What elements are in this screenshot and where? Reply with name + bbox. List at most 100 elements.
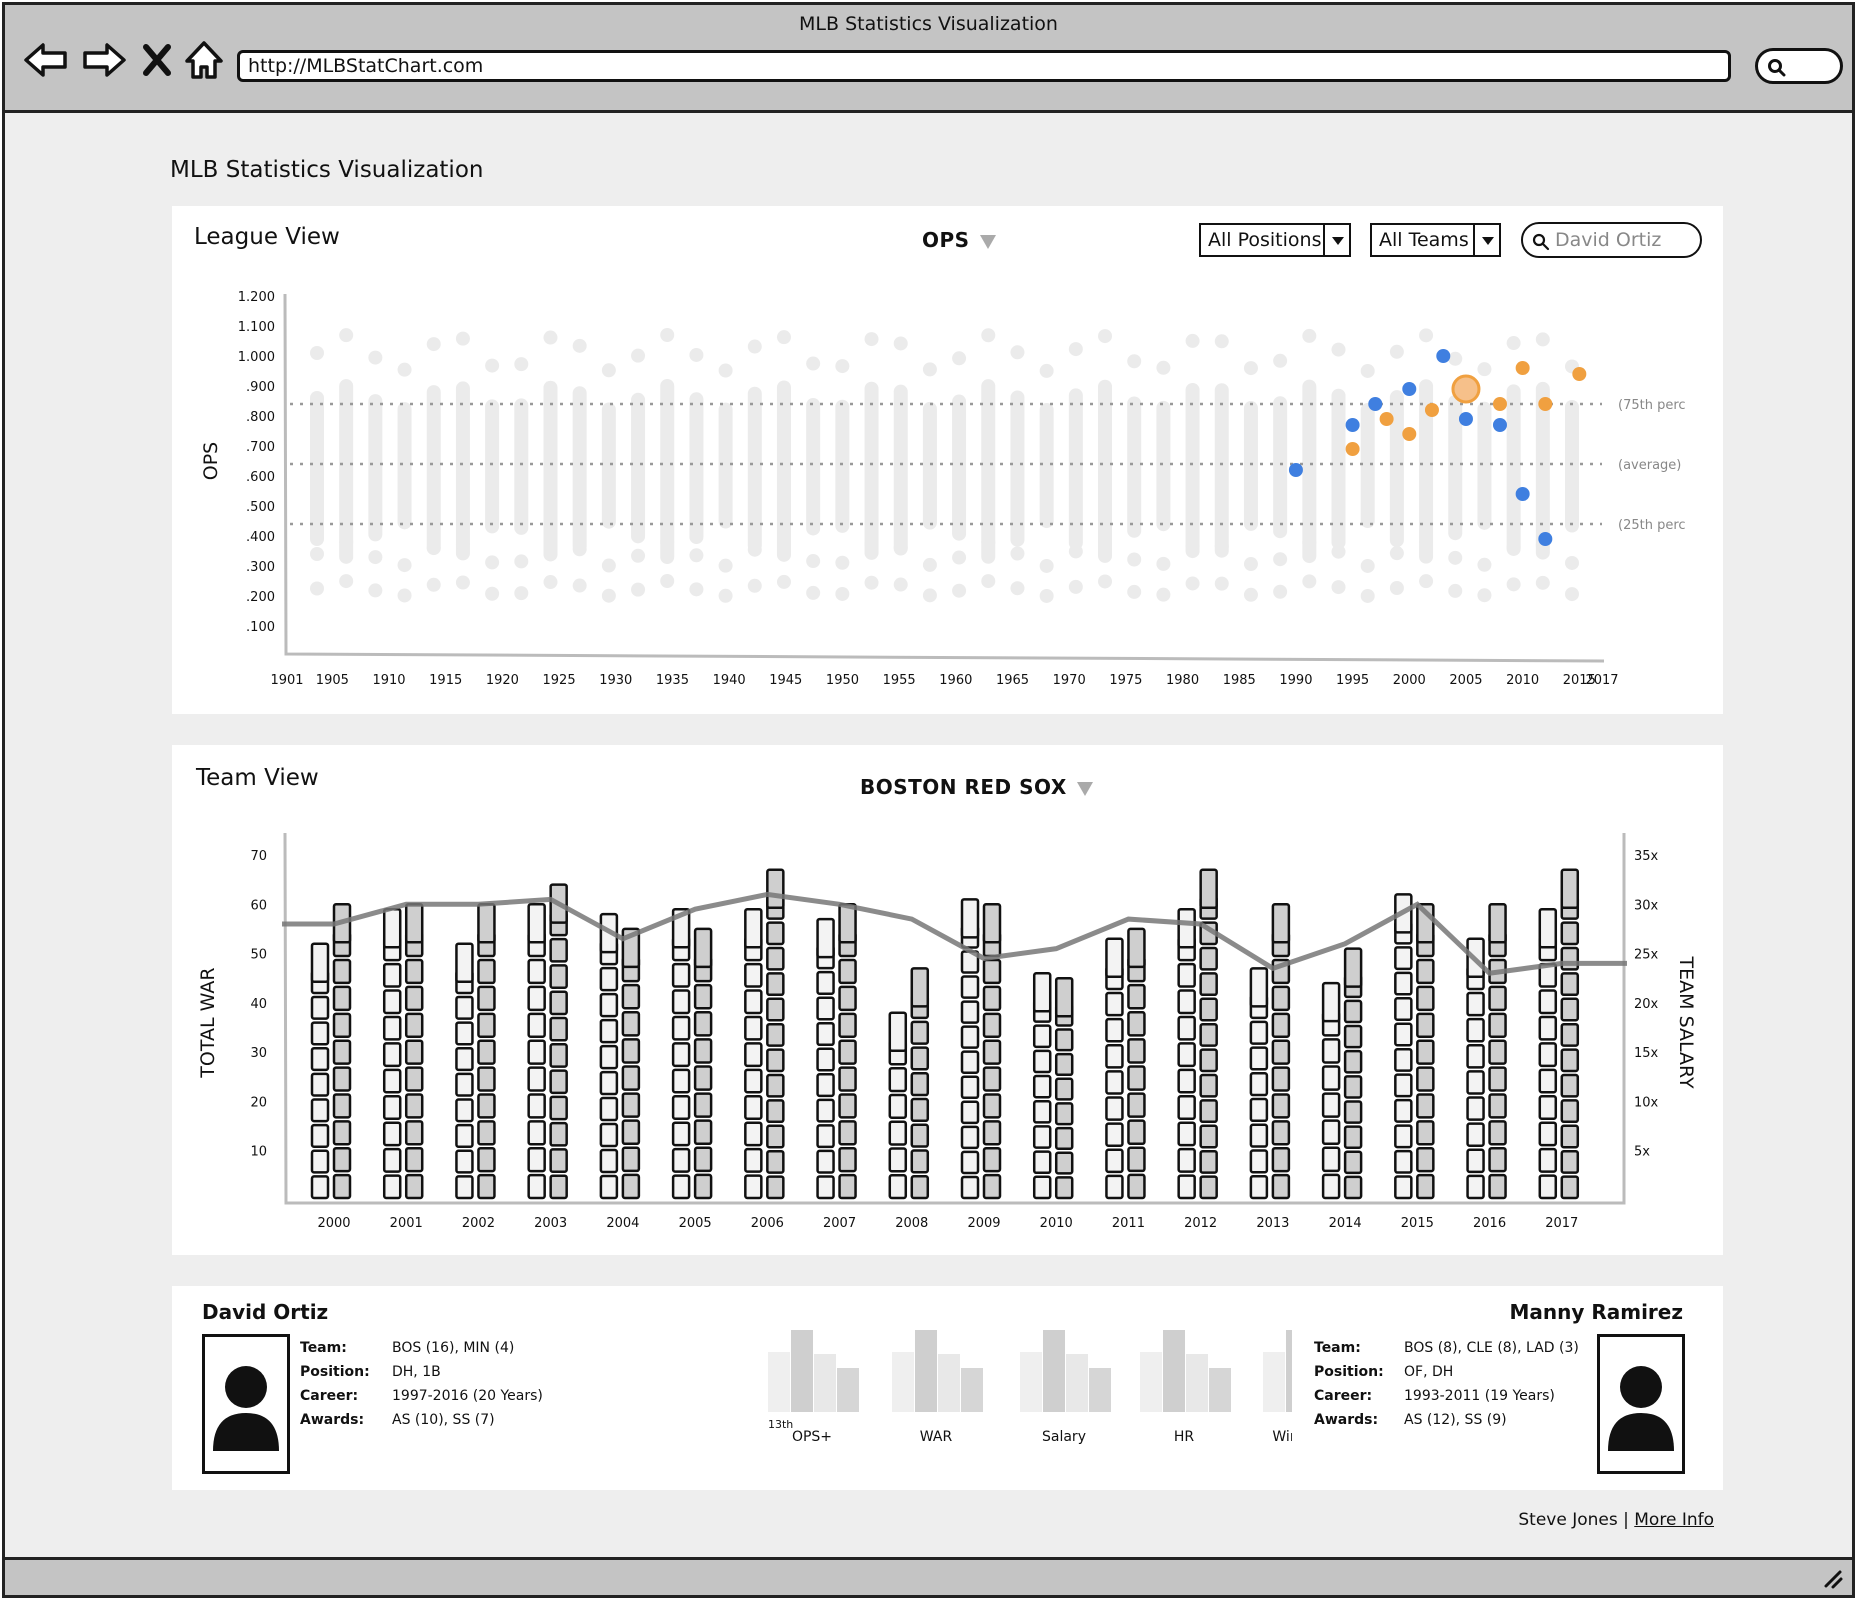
right-player-avatar (1597, 1334, 1685, 1474)
more-info-link[interactable]: More Info (1634, 1510, 1714, 1530)
bar-segment (1394, 1047, 1413, 1072)
bar-segment (382, 962, 402, 988)
bar-segment (1249, 1175, 1269, 1200)
bar-segment (599, 966, 619, 992)
distribution-dot (1535, 332, 1550, 347)
distribution-dot (1010, 345, 1025, 360)
stop-icon[interactable] (141, 37, 173, 83)
browser-titlebar: MLB Statistics Visualization http://MLBS… (5, 5, 1852, 113)
comparison-bar (837, 1368, 859, 1412)
x-tick-label: 1910 (372, 673, 405, 688)
bar-segment (455, 1175, 474, 1200)
salary-line (282, 891, 1627, 976)
browser-search-box[interactable] (1755, 48, 1843, 84)
bar-segment (1177, 1174, 1196, 1200)
x-tick-label: 2005 (1449, 673, 1482, 688)
info-value: BOS (8), CLE (8), LAD (3) (1404, 1340, 1579, 1356)
bar-segment (693, 1092, 713, 1118)
forward-arrow-icon[interactable] (81, 37, 127, 83)
distribution-dot (747, 339, 762, 354)
bar-segment (477, 1012, 496, 1038)
chevron-down-icon[interactable] (1473, 225, 1499, 255)
page-title: MLB Statistics Visualization (170, 157, 484, 183)
distribution-dot (1273, 584, 1288, 599)
bar-segment (527, 1146, 546, 1173)
distribution-dot (1302, 574, 1317, 589)
x-tick-label: 2004 (606, 1216, 639, 1231)
data-point (1515, 361, 1530, 375)
bar-segment (816, 1149, 835, 1174)
bar-segment (960, 975, 980, 999)
comparison-bar (915, 1330, 937, 1412)
y2-tick-label: 5x (1634, 1145, 1650, 1160)
address-bar[interactable]: http://MLBStatChart.com (237, 50, 1731, 82)
bar-segment (744, 1147, 763, 1173)
comparison-category-label: Salary (1042, 1429, 1086, 1445)
bar-segment (455, 1046, 474, 1072)
comparison-category-label: HR (1174, 1429, 1195, 1445)
bar-segment (960, 1075, 980, 1100)
distribution-dot (1039, 363, 1054, 378)
distribution-dot (952, 583, 967, 598)
bar-segment (960, 1100, 980, 1125)
distribution-dot (1477, 557, 1492, 572)
data-point (1402, 427, 1417, 441)
bar-segment (1560, 1073, 1580, 1098)
distribution-dot (1565, 359, 1579, 374)
bar-segment (1416, 1039, 1435, 1065)
dropdown-triangle-icon (1076, 781, 1093, 796)
bar-segment (599, 1148, 619, 1174)
team-selector[interactable]: BOSTON RED SOX (860, 775, 1093, 799)
bar-segment (404, 1066, 424, 1092)
footer-separator: | (1623, 1510, 1629, 1530)
bar-segment (1560, 1124, 1580, 1149)
distribution-dot (543, 575, 558, 590)
comparison-bar (768, 1352, 790, 1412)
distribution-dot (397, 362, 412, 377)
team-view-title: Team View (196, 765, 319, 791)
y2-tick-label: 20x (1634, 997, 1659, 1012)
bar-segment (1343, 1125, 1363, 1149)
teams-dropdown[interactable]: All Teams (1370, 223, 1501, 257)
metric-selector[interactable]: OPS (922, 228, 996, 252)
resize-grip-icon[interactable] (1820, 1566, 1844, 1590)
bar-segment (1054, 976, 1074, 1018)
chevron-down-icon[interactable] (1323, 225, 1349, 255)
distribution-dot (310, 547, 324, 561)
bar-segment (1271, 1173, 1291, 1200)
bar-segment (838, 1146, 857, 1173)
distribution-dot (1448, 550, 1463, 565)
x-tick-label: 2000 (1393, 673, 1426, 688)
positions-dropdown[interactable]: All Positions (1199, 223, 1351, 257)
home-icon[interactable] (181, 37, 227, 83)
bar-segment (816, 1021, 835, 1047)
distribution-dot (1360, 363, 1375, 378)
distribution-dot (1302, 328, 1317, 343)
info-label: Career: (1314, 1388, 1373, 1404)
distribution-dot (368, 350, 383, 365)
bar-segment (1054, 1077, 1074, 1101)
bar-segment (1416, 1146, 1435, 1173)
bar-segment (766, 1124, 785, 1149)
distribution-dot (1331, 580, 1346, 595)
bar-segment (671, 1121, 691, 1147)
y-tick-label: .400 (246, 530, 275, 545)
distribution-dot (1068, 579, 1083, 594)
x-tick-label: 1915 (429, 673, 462, 688)
distribution-dot (397, 588, 412, 603)
comparison-bar (791, 1330, 813, 1412)
bar-segment (766, 1048, 785, 1073)
bar-segment (1249, 967, 1269, 1008)
bar-segment (332, 985, 352, 1012)
y-axis-label: OPS (200, 442, 222, 480)
x-tick-label: 1920 (486, 673, 519, 688)
player-search-input[interactable]: David Ortiz (1521, 222, 1702, 258)
bar-segment (477, 1093, 496, 1119)
bar-segment (404, 1039, 424, 1065)
x-tick-label: 1940 (713, 673, 746, 688)
back-arrow-icon[interactable] (23, 37, 69, 83)
bar-segment (838, 1012, 857, 1038)
bar-segment (332, 958, 352, 985)
bar-segment (477, 1146, 496, 1173)
distribution-dot (1243, 557, 1258, 572)
